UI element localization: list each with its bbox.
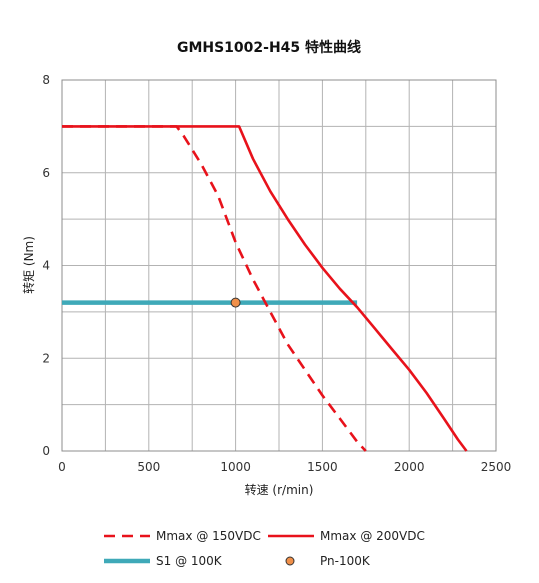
x-tick-label: 500 <box>137 460 160 474</box>
x-tick-label: 1000 <box>220 460 251 474</box>
plot-border <box>61 79 497 452</box>
grid <box>61 79 497 452</box>
legend-item: S1 @ 100K <box>104 554 223 568</box>
y-tick-label: 6 <box>42 166 50 180</box>
series-point <box>230 297 241 308</box>
chart-title: GMHS1002-H45 特性曲线 <box>177 39 361 56</box>
series-group <box>62 125 468 452</box>
y-axis-label: 转矩 (Nm) <box>21 236 36 294</box>
legend-label: S1 @ 100K <box>156 554 223 568</box>
x-tick-label: 2500 <box>481 460 512 474</box>
y-tick-label: 8 <box>42 73 50 87</box>
series-line <box>62 125 468 452</box>
legend: Mmax @ 150VDC Mmax @ 200VDC S1 @ 100K Pn-10… <box>104 529 425 568</box>
y-tick-labels: 0 2 4 6 8 <box>42 73 50 458</box>
legend-item: Pn-100K <box>285 554 371 568</box>
x-axis-label: 转速 (r/min) <box>245 482 314 497</box>
legend-item: Mmax @ 200VDC <box>268 529 425 543</box>
y-tick-label: 4 <box>42 259 50 273</box>
x-tick-label: 2000 <box>394 460 425 474</box>
x-tick-label: 0 <box>58 460 66 474</box>
y-tick-label: 0 <box>42 444 50 458</box>
legend-item: Mmax @ 150VDC <box>104 529 261 543</box>
plot-frame <box>61 79 497 452</box>
y-tick-label: 2 <box>42 351 50 365</box>
legend-swatch <box>285 556 295 566</box>
series-line <box>62 125 367 452</box>
x-tick-label: 1500 <box>307 460 338 474</box>
legend-label: Mmax @ 150VDC <box>156 529 261 543</box>
legend-label: Mmax @ 200VDC <box>320 529 425 543</box>
legend-label: Pn-100K <box>320 554 371 568</box>
x-tick-labels: 0 500 1000 1500 2000 2500 <box>58 460 511 474</box>
